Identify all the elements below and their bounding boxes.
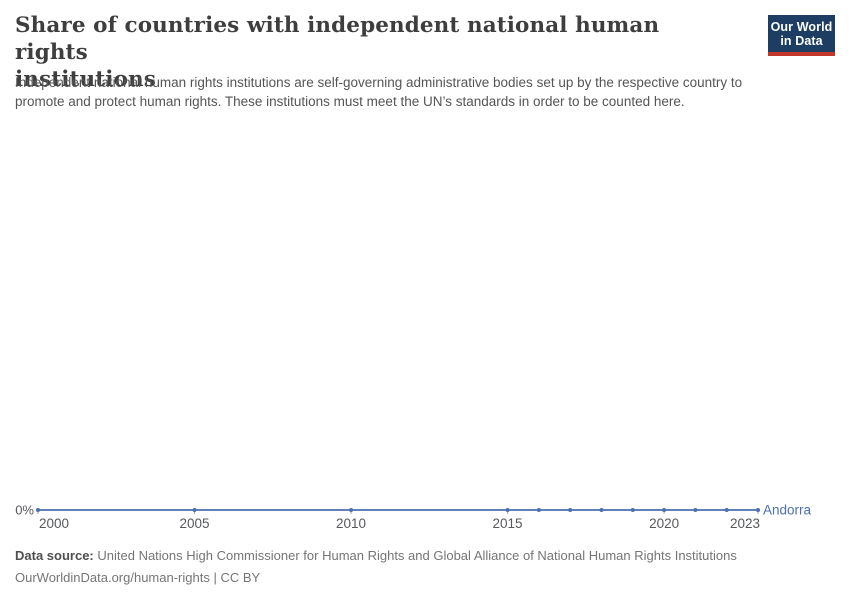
line-chart[interactable]: 2000 2005 2010 2015 2020 2023 0% Andorra: [0, 492, 850, 540]
chart-subtitle-line1: Independent national human rights instit…: [15, 75, 743, 90]
data-point-marker[interactable]: [505, 508, 510, 512]
x-axis-label: 2000: [39, 516, 69, 531]
data-point-marker[interactable]: [599, 508, 604, 512]
attribution-url-link[interactable]: OurWorldinData.org/human-rights: [15, 570, 210, 585]
x-axis-label: 2015: [493, 516, 523, 531]
data-point-marker[interactable]: [724, 508, 729, 512]
data-point-marker[interactable]: [536, 508, 541, 512]
data-point-marker[interactable]: [36, 508, 40, 512]
attribution-separator: |: [213, 570, 217, 585]
page-title: Share of countries with independent nati…: [15, 12, 695, 93]
datasource-line: Data source: United Nations High Commiss…: [15, 545, 835, 566]
entity-label[interactable]: Andorra: [763, 503, 812, 518]
data-point-marker[interactable]: [756, 508, 760, 512]
data-point-marker[interactable]: [192, 508, 197, 512]
chart-plot-area[interactable]: [0, 110, 850, 540]
x-axis-label: 2020: [649, 516, 679, 531]
x-axis-label: 2005: [179, 516, 209, 531]
datasource-label: Data source:: [15, 548, 94, 563]
y-axis-label: 0%: [15, 503, 34, 518]
x-axis-label: 2010: [336, 516, 366, 531]
owid-logo-line1: Our World: [770, 20, 833, 34]
data-point-marker[interactable]: [693, 508, 698, 512]
data-point-marker[interactable]: [568, 508, 573, 512]
page-title-line1: Share of countries with independent nati…: [15, 13, 660, 65]
data-point-marker[interactable]: [630, 508, 635, 512]
license-link[interactable]: CC BY: [220, 570, 261, 585]
owid-logo-line2: in Data: [780, 34, 823, 48]
chart-footer: Data source: United Nations High Commiss…: [15, 545, 835, 588]
datasource-text: United Nations High Commissioner for Hum…: [97, 548, 737, 563]
data-point-marker[interactable]: [349, 508, 354, 512]
x-axis-label: 2023: [730, 516, 760, 531]
chart-subtitle: Independent national human rights instit…: [15, 73, 835, 111]
owid-logo[interactable]: Our World in Data: [768, 15, 835, 56]
data-point-marker[interactable]: [662, 508, 667, 512]
attribution-line: OurWorldinData.org/human-rights | CC BY: [15, 567, 835, 588]
chart-subtitle-line2: promote and protect human rights. These …: [15, 94, 685, 109]
page-title-line2: institutions: [15, 67, 156, 92]
